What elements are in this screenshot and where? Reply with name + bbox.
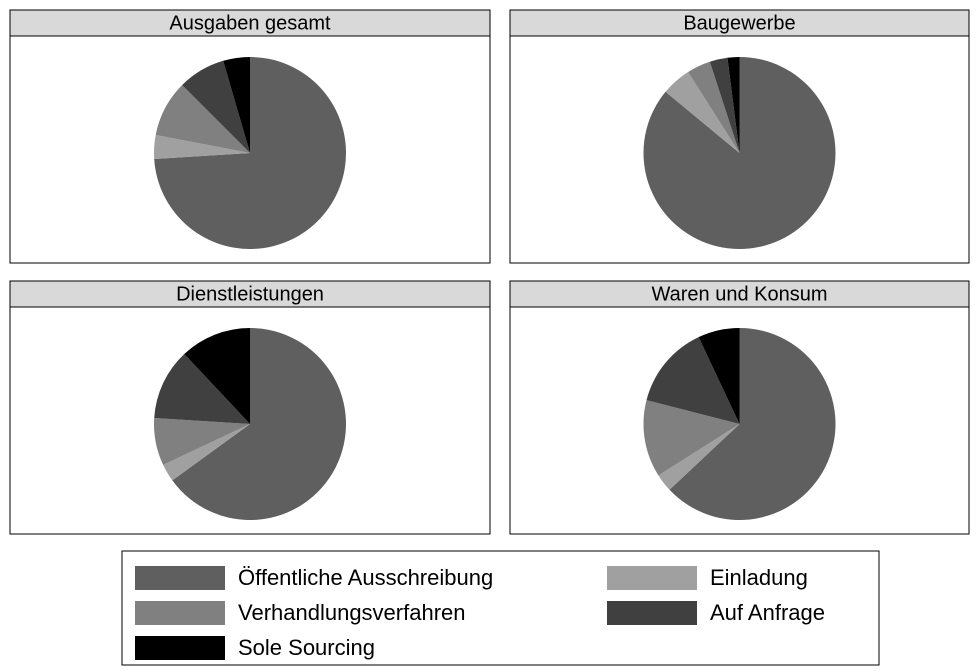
panel-header <box>509 9 970 37</box>
pie-slice <box>669 328 836 520</box>
panel-title: Waren und Konsum <box>651 283 827 305</box>
legend-box <box>121 550 880 666</box>
legend-swatch <box>607 566 697 590</box>
pie-slice <box>154 417 250 465</box>
pie-slice <box>154 57 346 249</box>
pie-slice <box>154 135 250 160</box>
panel-header <box>509 280 970 308</box>
legend-label: Sole Sourcing <box>238 635 375 660</box>
pie-slice <box>182 60 250 153</box>
panel-header <box>9 9 491 37</box>
legend-label: Öffentliche Ausschreibung <box>238 565 493 590</box>
pie-slice <box>727 57 740 153</box>
pie-slice <box>658 424 740 490</box>
pie-slice <box>223 57 250 153</box>
panel-title: Ausgaben gesamt <box>169 12 331 34</box>
pie-slice <box>155 85 250 153</box>
pie-slice <box>172 328 346 520</box>
pie-slice <box>646 337 740 424</box>
legend-swatch <box>607 601 697 625</box>
pie-slice <box>698 328 740 424</box>
pie-slice <box>184 328 250 424</box>
legend-label: Verhandlungsverfahren <box>238 600 466 625</box>
legend-swatch <box>135 636 225 660</box>
pie-slice <box>709 57 740 153</box>
pie-slice <box>688 61 740 153</box>
pie-slice <box>154 354 250 424</box>
pie-slice <box>163 424 250 481</box>
legend-label: Auf Anfrage <box>710 600 825 625</box>
legend-swatch <box>135 601 225 625</box>
panel-title: Baugewerbe <box>683 12 795 34</box>
pie-slice <box>665 71 740 153</box>
panel-title: Dienstleistungen <box>176 283 324 305</box>
panel-header <box>9 280 491 308</box>
legend-label: Einladung <box>710 565 808 590</box>
pie-slice <box>643 400 740 476</box>
legend-swatch <box>135 566 225 590</box>
